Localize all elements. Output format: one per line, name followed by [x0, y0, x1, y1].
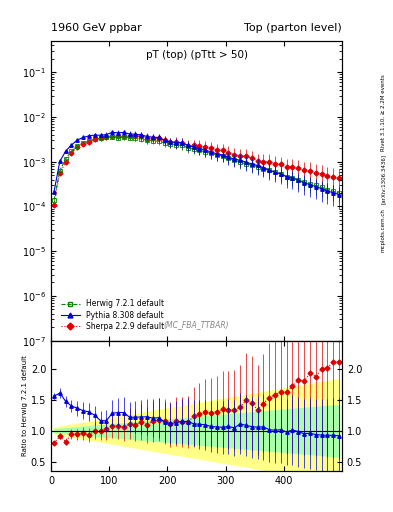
Legend: Herwig 7.2.1 default, Pythia 8.308 default, Sherpa 2.2.9 default: Herwig 7.2.1 default, Pythia 8.308 defau… — [61, 300, 164, 331]
Text: mcplots.cern.ch: mcplots.cern.ch — [381, 208, 386, 252]
Text: Rivet 3.1.10, ≥ 2.2M events: Rivet 3.1.10, ≥ 2.2M events — [381, 74, 386, 151]
Text: Top (parton level): Top (parton level) — [244, 23, 342, 33]
Text: 1960 GeV ppbar: 1960 GeV ppbar — [51, 23, 142, 33]
Y-axis label: Ratio to Herwig 7.2.1 default: Ratio to Herwig 7.2.1 default — [22, 355, 28, 456]
Text: pT (top) (pTtt > 50): pT (top) (pTtt > 50) — [145, 50, 248, 60]
Text: (MC_FBA_TTBAR): (MC_FBA_TTBAR) — [164, 319, 229, 329]
Text: [arXiv:1306.3436]: [arXiv:1306.3436] — [381, 154, 386, 204]
